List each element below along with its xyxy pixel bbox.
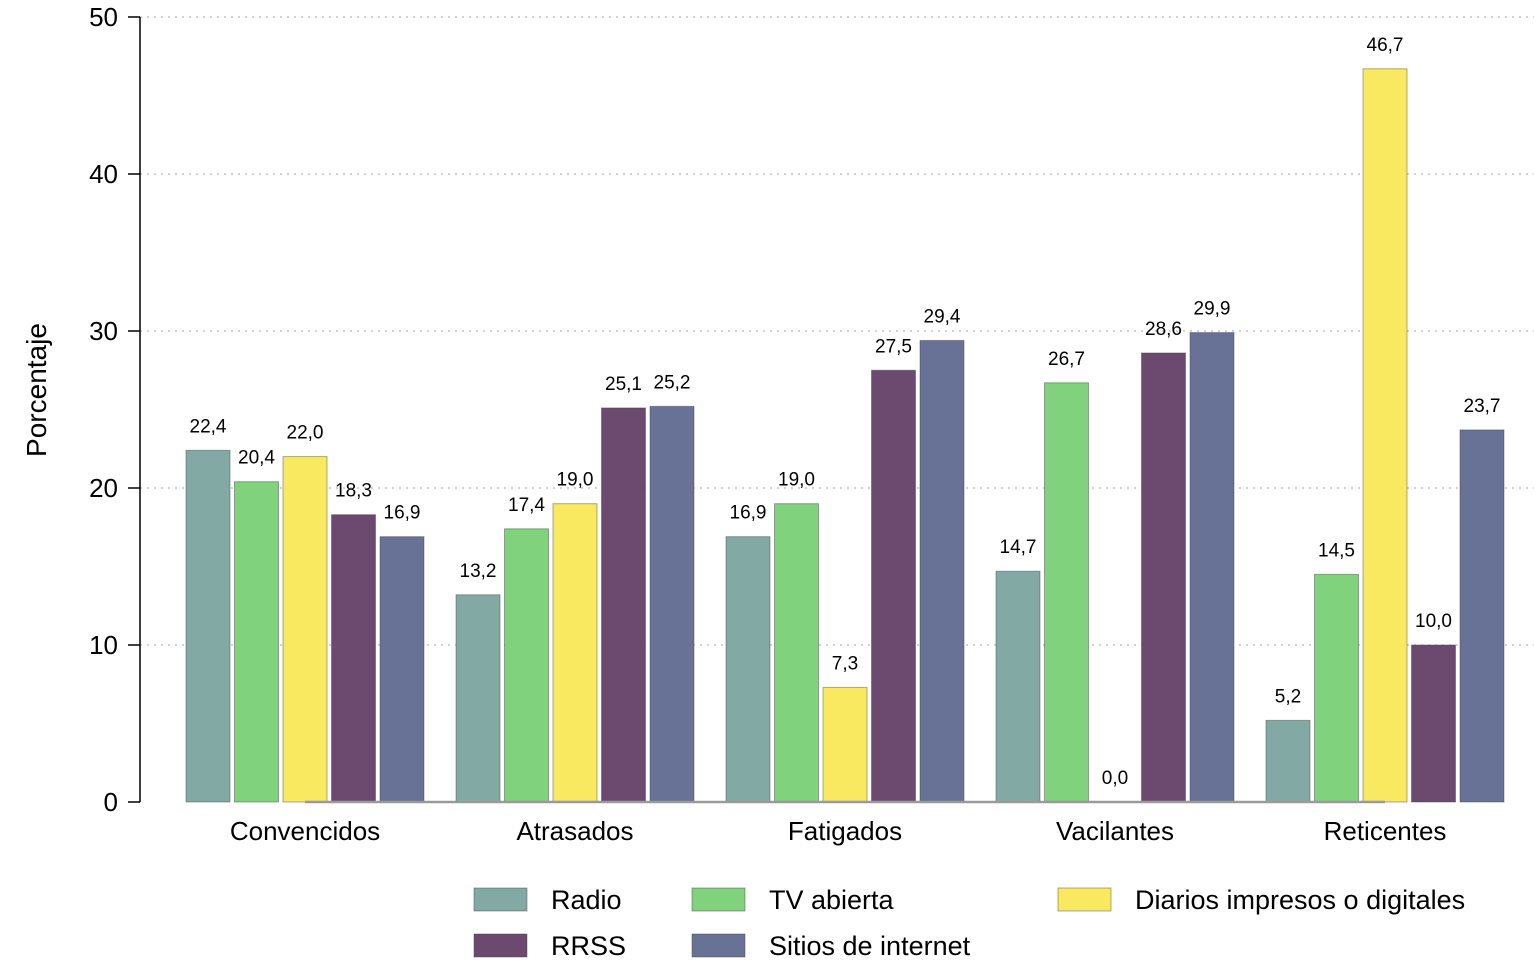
y-tick-label: 20: [89, 473, 118, 503]
category-label: Convencidos: [230, 816, 380, 846]
legend-swatch: [473, 933, 528, 958]
legend: Radio TV abierta Diarios impresos o digita…: [473, 885, 1465, 960]
y-tick-label: 0: [104, 787, 118, 817]
data-label: 19,0: [557, 470, 594, 491]
y-axis-label: Porcentaje: [21, 323, 52, 457]
bar: [1044, 382, 1089, 803]
data-label: 19,0: [778, 470, 815, 491]
bar: [234, 481, 279, 803]
y-tick-label: 10: [89, 630, 118, 660]
legend-swatch: [1057, 887, 1112, 912]
data-label: 18,3: [335, 481, 372, 502]
data-label: 14,5: [1318, 540, 1355, 561]
bar: [282, 456, 328, 803]
legend-label: TV abierta: [769, 885, 895, 915]
bar: [871, 369, 916, 803]
bar: [822, 686, 868, 803]
axes: 0 10 20 30 40 50 Convencidos Atrasados Fatigados…: [89, 2, 1446, 846]
bar: [1189, 332, 1235, 803]
bar: [331, 514, 376, 803]
y-tick-label: 30: [89, 316, 118, 346]
bar: [1362, 68, 1408, 803]
data-label: 28,6: [1145, 319, 1182, 340]
bar: [1265, 719, 1311, 803]
legend-swatch: [473, 887, 528, 912]
data-label: 13,2: [460, 561, 497, 582]
bar: [1141, 352, 1186, 803]
bar: [552, 503, 598, 803]
data-label: 22,4: [190, 416, 227, 437]
y-tick-label: 40: [89, 159, 118, 189]
data-label: 29,9: [1194, 299, 1231, 320]
bar: [1411, 644, 1456, 803]
data-label: 25,2: [654, 372, 691, 393]
category-label: Fatigados: [788, 816, 902, 846]
data-label: 14,7: [1000, 537, 1037, 558]
data-label: 25,1: [605, 374, 642, 395]
bar: [774, 503, 819, 803]
bar: [1459, 429, 1505, 803]
data-label: 17,4: [508, 495, 545, 516]
data-label: 20,4: [238, 448, 275, 469]
category-label: Vacilantes: [1056, 816, 1174, 846]
data-label: 7,3: [832, 653, 858, 674]
legend-label: RRSS: [551, 931, 626, 960]
data-label: 27,5: [875, 336, 912, 357]
bar: [379, 536, 425, 803]
legend-swatch: [691, 933, 746, 958]
data-label: 26,7: [1048, 349, 1085, 370]
data-label: 22,0: [287, 423, 324, 444]
bar: [185, 449, 231, 803]
bars: [185, 68, 1505, 803]
category-label: Atrasados: [516, 816, 633, 846]
data-label: 5,2: [1275, 686, 1301, 707]
bar: [601, 407, 646, 803]
bar: [1314, 573, 1359, 803]
legend-swatch: [691, 887, 746, 912]
data-label: 29,4: [924, 306, 961, 327]
bar: [504, 528, 549, 803]
legend-label: Sitios de internet: [769, 931, 971, 960]
data-label: 16,9: [730, 503, 767, 524]
bar: [455, 594, 501, 803]
data-label: 10,0: [1415, 611, 1452, 632]
legend-label: Diarios impresos o digitales: [1135, 885, 1465, 915]
legend-label: Radio: [551, 885, 622, 915]
data-labels: 22,4 20,4 22,0 18,3 16,9 13,2 17,4 19,0 25,1 25,2…: [190, 35, 1501, 789]
bar: [649, 405, 695, 803]
bar: [995, 570, 1041, 803]
data-label: 23,7: [1464, 396, 1501, 417]
data-label: 0,0: [1102, 768, 1128, 789]
data-label: 16,9: [384, 503, 421, 524]
bar: [725, 536, 771, 803]
y-tick-label: 50: [89, 2, 118, 32]
bar: [919, 339, 965, 803]
data-label: 46,7: [1367, 35, 1404, 56]
category-label: Reticentes: [1324, 816, 1447, 846]
